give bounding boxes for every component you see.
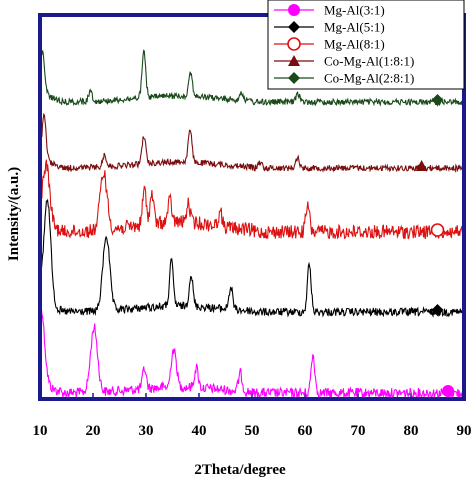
- series-line: [39, 112, 464, 174]
- series-marker: [431, 304, 444, 316]
- series-marker: [430, 223, 445, 237]
- x-tick-label: 80: [404, 423, 419, 439]
- plot-frame: [38, 13, 466, 401]
- x-axis-title: 2Theta/degree: [194, 462, 286, 478]
- legend-label: Co-Mg-Al(2:8:1): [324, 71, 414, 86]
- x-tick-label: 50: [245, 423, 260, 439]
- series-line: [39, 198, 465, 318]
- x-tick-label: 20: [86, 423, 101, 439]
- legend-marker: [288, 55, 300, 66]
- legend-marker: [288, 21, 300, 33]
- x-tick-labels: 10 20 30 40 50 60 70 80 90: [33, 423, 472, 439]
- x-tick-label: 90: [457, 423, 472, 439]
- legend: Mg-Al(3:1) Mg-Al(5:1) Mg-Al(8:1) Co-Mg-Al(1…: [267, 0, 465, 90]
- y-axis-title: Intensity/(a.u.): [6, 167, 22, 261]
- series-marker: [431, 94, 444, 106]
- legend-marker: [287, 37, 301, 51]
- x-tick-label: 60: [298, 423, 313, 439]
- series-line: [39, 303, 465, 400]
- x-tick-label: 70: [351, 423, 366, 439]
- series-marker: [415, 160, 428, 171]
- series-line: [39, 49, 465, 108]
- legend-marker: [288, 4, 300, 16]
- x-tick-label: 30: [139, 423, 154, 439]
- series-line: [39, 159, 465, 240]
- x-tick-label: 40: [192, 423, 207, 439]
- legend-label: Mg-Al(8:1): [324, 37, 385, 52]
- x-tick-label: 10: [33, 423, 48, 439]
- legend-label: Mg-Al(3:1): [324, 3, 385, 18]
- series-marker: [442, 385, 455, 397]
- plot-area: [39, 49, 465, 400]
- legend-marker: [288, 72, 300, 84]
- legend-label: Mg-Al(5:1): [324, 20, 385, 35]
- legend-label: Co-Mg-Al(1:8:1): [324, 54, 414, 69]
